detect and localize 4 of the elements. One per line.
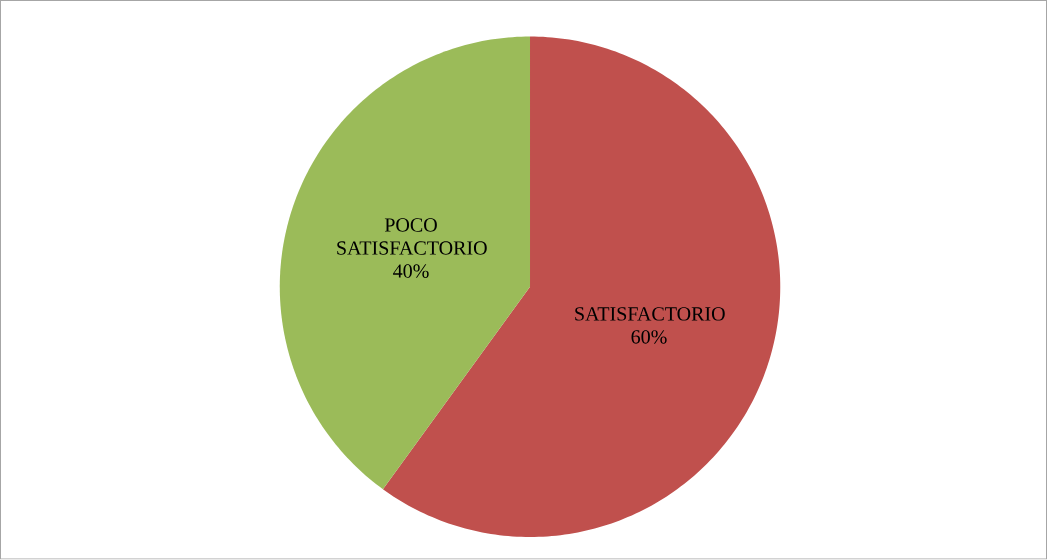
slice-label: SATISFACTORIO <box>575 307 725 321</box>
slice-label: POCO SATISFACTORIO <box>337 218 487 256</box>
data-label: 60% <box>631 330 667 344</box>
data-label: 40% <box>393 264 429 279</box>
